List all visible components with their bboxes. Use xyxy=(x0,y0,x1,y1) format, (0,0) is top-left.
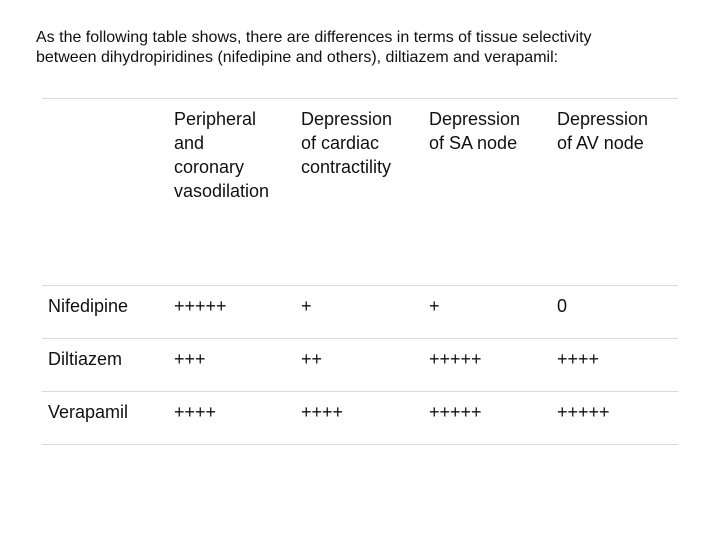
table-row: Nifedipine +++++ + + 0 xyxy=(42,285,678,338)
intro-text: As the following table shows, there are … xyxy=(36,28,696,68)
header-line: coronary xyxy=(174,157,245,177)
value-cell: ++ xyxy=(301,349,323,369)
header-line: Depression xyxy=(557,109,649,129)
header-line: contractility xyxy=(301,157,392,177)
table-row: Verapamil ++++ ++++ +++++ +++++ xyxy=(42,391,678,445)
value-cell: +++++ xyxy=(429,402,482,422)
header-cell-vasodilation: Peripheral and coronary vasodilation xyxy=(168,99,295,285)
intro-line-1: As the following table shows, there are … xyxy=(36,29,592,46)
selectivity-table: Peripheral and coronary vasodilation Dep… xyxy=(42,98,678,445)
value-cell: +++++ xyxy=(174,296,227,316)
drug-name-cell: Diltiazem xyxy=(48,349,123,369)
header-line: Depression xyxy=(301,109,393,129)
drug-name-cell: Nifedipine xyxy=(48,296,129,316)
header-line: of SA node xyxy=(429,133,518,153)
value-cell: +++++ xyxy=(557,402,610,422)
header-line: and xyxy=(174,133,205,153)
intro-line-2: between dihydropiridines (nifedipine and… xyxy=(36,49,559,66)
value-cell: 0 xyxy=(557,296,568,316)
header-cell-contractility: Depression of cardiac contractility xyxy=(295,99,423,285)
drug-name-cell: Verapamil xyxy=(48,402,129,422)
header-line: Peripheral xyxy=(174,109,257,129)
value-cell: ++++ xyxy=(174,402,217,422)
header-line: vasodilation xyxy=(174,181,270,201)
value-cell: ++++ xyxy=(301,402,344,422)
value-cell: ++++ xyxy=(557,349,600,369)
value-cell: + xyxy=(429,296,440,316)
header-line: of AV node xyxy=(557,133,644,153)
table-row: Diltiazem +++ ++ +++++ ++++ xyxy=(42,338,678,391)
header-cell-empty xyxy=(42,99,168,285)
header-line: Depression xyxy=(429,109,521,129)
value-cell: +++ xyxy=(174,349,206,369)
table-header-row: Peripheral and coronary vasodilation Dep… xyxy=(42,98,678,285)
header-cell-av-node: Depression of AV node xyxy=(551,99,678,285)
header-cell-sa-node: Depression of SA node xyxy=(423,99,551,285)
header-line: of cardiac xyxy=(301,133,380,153)
value-cell: + xyxy=(301,296,312,316)
value-cell: +++++ xyxy=(429,349,482,369)
